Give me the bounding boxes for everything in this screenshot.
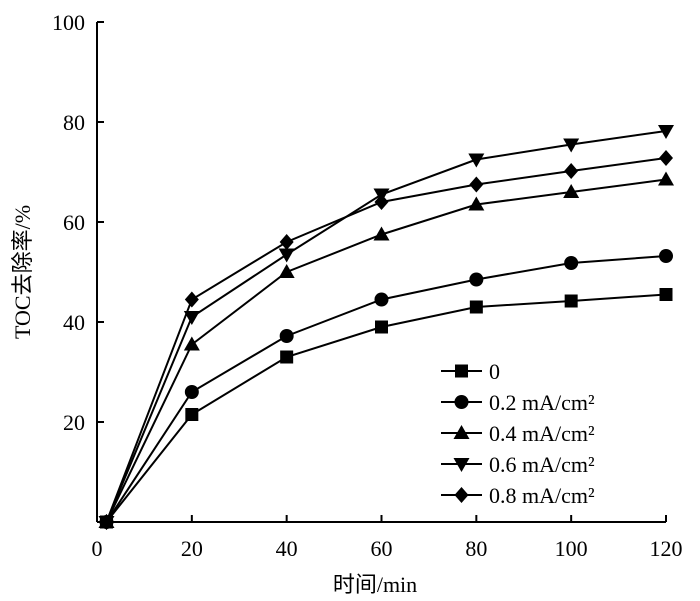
legend-marker xyxy=(454,487,469,503)
data-point xyxy=(375,320,388,334)
data-point xyxy=(564,256,579,270)
x-tick-label: 0 xyxy=(92,536,103,561)
data-point xyxy=(373,226,390,241)
axes xyxy=(96,22,666,523)
data-point xyxy=(469,300,483,314)
legend-label: 0 xyxy=(489,359,500,384)
legend-label: 0.8 mA/cm² xyxy=(489,483,595,508)
y-tick-label: 40 xyxy=(63,310,85,335)
y-axis-title: TOC去除率/% xyxy=(10,205,35,339)
legend-item: 0.4 mA/cm² xyxy=(441,421,595,446)
data-point xyxy=(563,184,580,198)
x-axis-title: 时间/min xyxy=(333,572,417,597)
data-point xyxy=(374,194,389,210)
data-point xyxy=(659,150,673,166)
legend-label: 0.6 mA/cm² xyxy=(489,452,595,477)
legend-marker xyxy=(455,364,468,378)
data-point xyxy=(468,153,485,168)
y-tick-label: 80 xyxy=(63,110,85,135)
data-point xyxy=(184,291,199,308)
x-tick-label: 120 xyxy=(650,536,683,561)
legend-item: 0.2 mA/cm² xyxy=(441,390,595,415)
data-point xyxy=(185,408,199,421)
y-tick-label: 100 xyxy=(52,10,85,35)
data-point xyxy=(278,248,295,263)
data-point xyxy=(279,234,294,250)
data-point xyxy=(99,514,114,530)
data-point xyxy=(279,329,294,343)
data-point xyxy=(563,138,580,153)
data-point xyxy=(469,176,484,193)
legend-item: 0 xyxy=(441,359,500,384)
data-point xyxy=(280,350,294,364)
data-point xyxy=(659,288,673,301)
data-point xyxy=(658,171,674,186)
data-point xyxy=(564,163,579,179)
data-point xyxy=(183,336,200,351)
legend-item: 0.6 mA/cm² xyxy=(441,452,595,477)
legend-marker xyxy=(453,425,470,439)
data-point xyxy=(658,125,674,139)
x-tick-label: 80 xyxy=(465,536,487,561)
x-ticks: 0 20 40 60 80 100 120 xyxy=(92,515,683,561)
y-tick-label: 20 xyxy=(63,410,85,435)
data-point xyxy=(564,294,578,308)
legend-item: 0.8 mA/cm² xyxy=(441,483,595,508)
y-ticks: 20 40 60 80 100 xyxy=(52,10,104,435)
legend-label: 0.2 mA/cm² xyxy=(489,390,595,415)
data-point xyxy=(278,264,295,278)
legend: 0 0.2 mA/cm² 0.4 mA/cm² 0.6 mA/cm² 0.8 mA/cm… xyxy=(441,359,595,508)
data-point xyxy=(468,196,485,211)
series-layer xyxy=(98,125,674,530)
legend-marker xyxy=(453,458,470,472)
legend-label: 0.4 mA/cm² xyxy=(489,421,595,446)
data-point xyxy=(659,249,673,263)
x-tick-label: 20 xyxy=(181,536,203,561)
data-point xyxy=(183,311,200,325)
y-tick-label: 60 xyxy=(63,210,85,235)
series-4 xyxy=(99,150,673,530)
x-tick-label: 60 xyxy=(371,536,393,561)
data-point xyxy=(469,272,484,287)
data-point xyxy=(374,292,389,307)
data-point xyxy=(184,385,199,399)
legend-marker xyxy=(454,395,469,409)
x-tick-label: 40 xyxy=(276,536,298,561)
x-tick-label: 100 xyxy=(555,536,588,561)
